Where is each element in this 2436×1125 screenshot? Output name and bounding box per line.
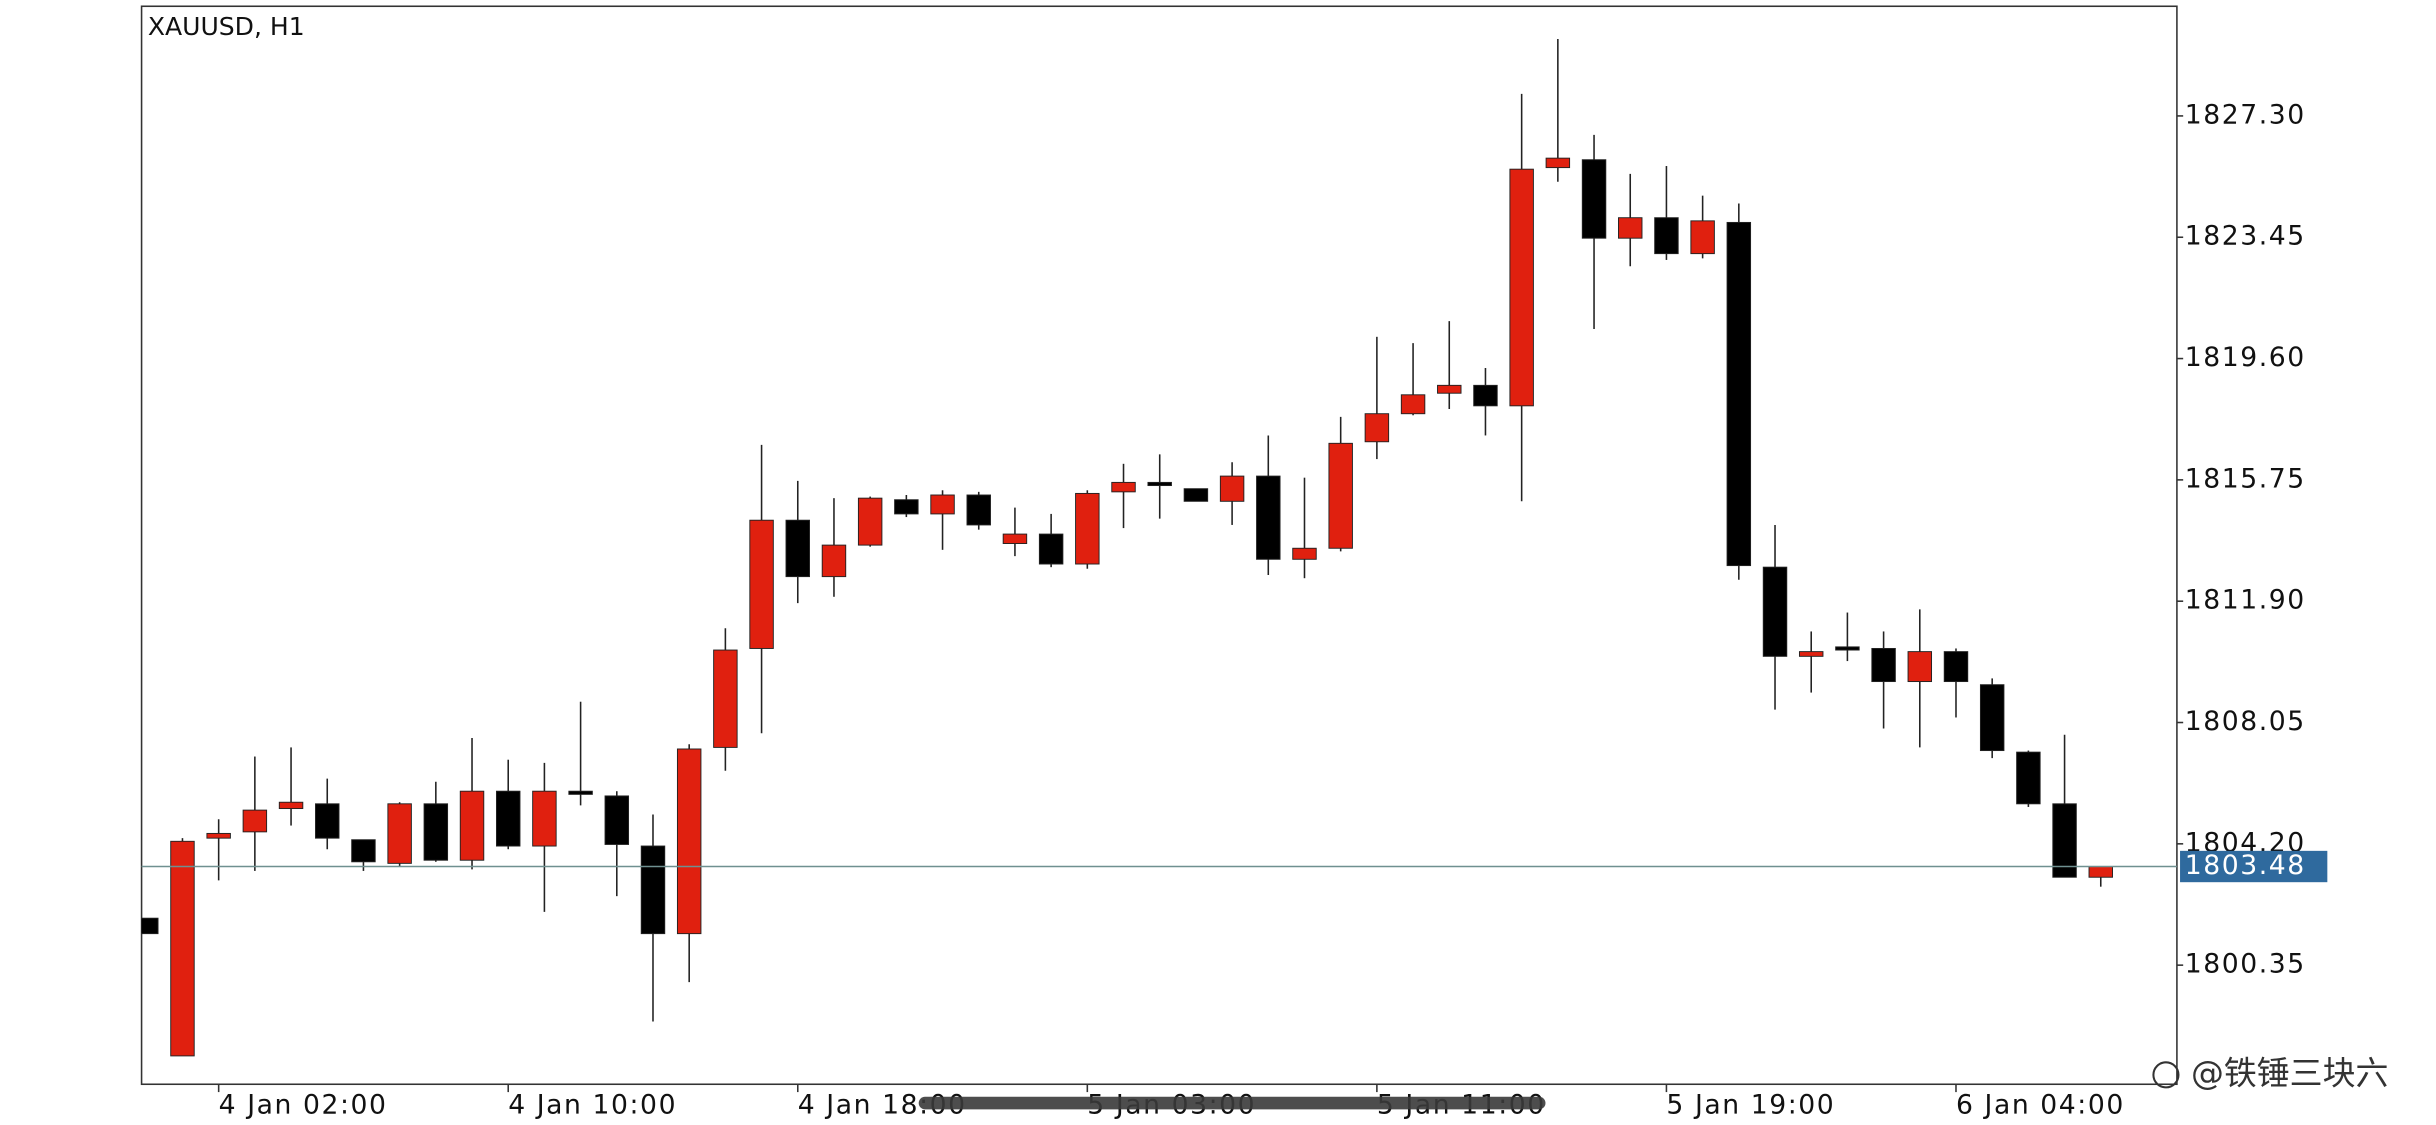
candle-body (1437, 384, 1462, 394)
x-tick-label: 6 Jan 04:00 (1956, 1090, 2125, 1121)
y-tick-label: 1815.75 (2185, 463, 2306, 494)
candle-body (315, 803, 340, 839)
candle-body (1183, 488, 1209, 502)
last-price-box (2180, 850, 2328, 883)
y-tick-label: 1811.90 (2185, 585, 2306, 616)
candle-body (387, 803, 412, 864)
candle-body (242, 809, 268, 833)
candle-body (713, 649, 738, 748)
candle-body (821, 544, 847, 578)
y-tick-label: 1827.30 (2185, 99, 2306, 130)
y-tick-label: 1808.05 (2185, 706, 2306, 737)
candle-body (1256, 475, 1281, 560)
candle-body (1545, 157, 1571, 169)
candle-body (785, 519, 810, 578)
y-tick-label: 1823.45 (2185, 221, 2306, 252)
candle-body (1002, 533, 1028, 545)
candle-body (1726, 221, 1752, 567)
overlay: 1827.30 1823.45 1819.60 1815.75 1811.90 1808.… (141, 99, 2328, 1121)
candle-body (1509, 168, 1534, 407)
x-tick-label: 4 Jan 02:00 (219, 1090, 388, 1121)
candle-body (1328, 442, 1353, 549)
y-tick-label: 1800.35 (2185, 949, 2306, 980)
watermark: @铁锤三块六 (2191, 1053, 2388, 1092)
candle-body (1473, 384, 1498, 407)
candle-body (604, 795, 630, 845)
candle-body (1943, 651, 1969, 683)
candle-body (532, 790, 557, 847)
candle-body (1400, 394, 1426, 415)
candle-body (1618, 217, 1643, 239)
candle-body (206, 832, 231, 839)
candle-body (1292, 547, 1317, 560)
candle-body (1111, 481, 1136, 493)
scrollbar (918, 1096, 1546, 1110)
candle-body (1907, 651, 1933, 683)
candle-body (170, 840, 195, 1057)
x-tick-label: 5 Jan 19:00 (1666, 1090, 1835, 1121)
y-tick-label: 1819.60 (2185, 342, 2306, 373)
candle-body (1798, 651, 1824, 657)
candle-body (1690, 220, 1715, 255)
candle-body (894, 499, 919, 515)
candle-body (1979, 684, 2005, 752)
candle-body (1835, 646, 1860, 651)
candle-body (1147, 481, 1172, 487)
candle-body (568, 790, 593, 795)
candle-body (640, 845, 666, 935)
candle-body (1364, 413, 1390, 443)
candle-body (930, 494, 955, 515)
x-tick-label: 4 Jan 10:00 (508, 1090, 677, 1121)
candle-body (1871, 647, 1896, 683)
candle-body (1654, 217, 1679, 255)
candle-body (495, 790, 521, 847)
candle-body (749, 519, 774, 649)
candle-body (459, 790, 485, 861)
watermark-icon (2152, 1061, 2180, 1089)
candles (141, 39, 2113, 1057)
candle-body (2016, 751, 2041, 805)
candle-body (857, 497, 883, 546)
last-price-label: 1803.48 (2185, 850, 2306, 881)
candle-body (423, 803, 449, 861)
candle-body (278, 801, 304, 810)
candle-body (141, 917, 159, 935)
candle-body (1075, 492, 1100, 565)
candle-body (1581, 159, 1607, 239)
plot-frame (140, 5, 2178, 1086)
candle-body (676, 748, 702, 935)
candle-body (2052, 803, 2077, 878)
candle-body (2088, 866, 2113, 878)
candle-body (1038, 533, 1064, 565)
candle-body (351, 839, 376, 863)
candle-body (966, 494, 991, 526)
candle-body (1762, 566, 1788, 657)
candle-body (1219, 475, 1245, 502)
chart-title: XAUUSD, H1 (148, 12, 305, 41)
